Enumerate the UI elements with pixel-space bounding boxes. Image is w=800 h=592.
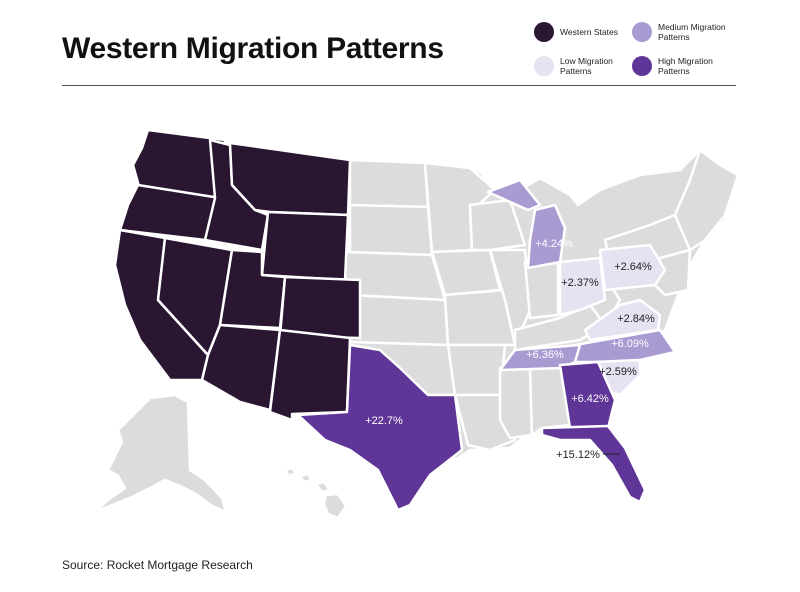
state-virginia xyxy=(583,298,662,342)
label-georgia: +6.42% xyxy=(571,393,609,405)
state-arkansas xyxy=(446,343,507,397)
legend-label: Medium Migration Patterns xyxy=(658,22,726,42)
legend: Western States Medium Migration Patterns… xyxy=(534,22,754,82)
legend-item-medium: Medium Migration Patterns xyxy=(632,22,738,42)
state-north-dakota xyxy=(348,158,430,209)
state-new-mexico xyxy=(268,328,352,422)
state-alaska xyxy=(93,393,228,514)
source-note: Source: Rocket Mortgage Research xyxy=(62,558,253,572)
state-new-england xyxy=(673,148,740,252)
state-wyoming xyxy=(260,210,350,282)
state-iowa xyxy=(430,248,502,297)
state-texas xyxy=(296,343,464,512)
legend-swatch-low xyxy=(534,56,554,76)
state-arizona xyxy=(200,323,282,412)
state-florida xyxy=(540,424,647,504)
legend-item-western: Western States xyxy=(534,22,640,42)
label-south-carolina: +2.59% xyxy=(599,366,637,378)
label-pennsylvania: +2.64% xyxy=(614,261,652,273)
label-florida: +15.12% xyxy=(556,449,600,461)
title-divider xyxy=(62,85,736,86)
state-montana xyxy=(228,141,352,217)
legend-item-high: High Migration Patterns xyxy=(632,56,738,76)
legend-swatch-high xyxy=(632,56,652,76)
state-colorado xyxy=(278,275,362,340)
state-mississippi xyxy=(498,366,534,440)
label-tennessee: +6.36% xyxy=(526,349,564,361)
legend-label: Western States xyxy=(560,27,618,37)
state-oregon xyxy=(118,183,222,242)
state-south-dakota xyxy=(348,203,434,257)
state-pennsylvania xyxy=(598,243,667,292)
legend-item-low: Low Migration Patterns xyxy=(534,56,640,76)
state-georgia xyxy=(558,360,617,430)
label-ohio: +2.37% xyxy=(561,277,599,289)
label-north-carolina: +6.09% xyxy=(611,338,649,350)
label-michigan: +4.24% xyxy=(535,238,573,250)
state-hawaii xyxy=(283,466,348,520)
state-kansas xyxy=(348,293,450,347)
legend-label: High Migration Patterns xyxy=(658,56,713,76)
label-texas: +22.7% xyxy=(365,415,403,427)
page-title: Western Migration Patterns xyxy=(62,32,444,65)
legend-swatch-western xyxy=(534,22,554,42)
legend-label: Low Migration Patterns xyxy=(560,56,613,76)
state-ohio xyxy=(558,256,607,317)
legend-swatch-medium xyxy=(632,22,652,42)
label-virginia: +2.84% xyxy=(617,313,655,325)
state-wisconsin xyxy=(468,198,527,252)
